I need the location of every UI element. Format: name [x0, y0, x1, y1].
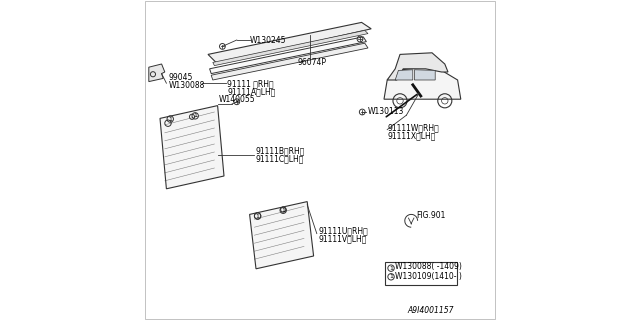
FancyBboxPatch shape — [385, 262, 456, 285]
Text: 96074P: 96074P — [298, 58, 326, 67]
Text: 1: 1 — [389, 274, 393, 279]
Text: 91111V〈LH〉: 91111V〈LH〉 — [319, 235, 367, 244]
Text: 91111C〈LH〉: 91111C〈LH〉 — [255, 155, 304, 164]
Text: 1: 1 — [168, 116, 172, 122]
Text: W130088( -1409): W130088( -1409) — [395, 262, 462, 271]
Polygon shape — [250, 202, 314, 269]
Text: W130245: W130245 — [250, 36, 287, 45]
Text: 1: 1 — [255, 213, 260, 219]
Text: 91111B〈RH〉: 91111B〈RH〉 — [255, 147, 305, 156]
Text: W130113: W130113 — [368, 107, 404, 116]
Polygon shape — [160, 106, 224, 189]
Text: W130088: W130088 — [169, 81, 205, 90]
Text: A9I4001157: A9I4001157 — [408, 306, 454, 315]
Polygon shape — [149, 64, 165, 82]
Text: 1: 1 — [281, 208, 285, 213]
Text: 1: 1 — [193, 113, 197, 118]
Text: 1: 1 — [389, 266, 393, 271]
Polygon shape — [414, 70, 435, 80]
Polygon shape — [211, 43, 368, 80]
Text: 91111A〈LH〉: 91111A〈LH〉 — [227, 87, 276, 96]
Text: 91111U〈RH〉: 91111U〈RH〉 — [319, 227, 368, 236]
Polygon shape — [384, 67, 461, 99]
Polygon shape — [387, 53, 448, 80]
Text: 91111W〈RH〉: 91111W〈RH〉 — [388, 123, 440, 132]
Text: W140055: W140055 — [219, 95, 256, 104]
Text: 99045: 99045 — [169, 73, 193, 82]
Text: W130109(1410- ): W130109(1410- ) — [395, 272, 462, 281]
Polygon shape — [212, 30, 368, 66]
Polygon shape — [210, 37, 366, 74]
Polygon shape — [395, 70, 413, 80]
Text: 91111 〈RH〉: 91111 〈RH〉 — [227, 79, 274, 88]
Text: FIG.901: FIG.901 — [417, 211, 446, 220]
Polygon shape — [208, 22, 371, 64]
Text: 91111X〈LH〉: 91111X〈LH〉 — [388, 131, 436, 140]
